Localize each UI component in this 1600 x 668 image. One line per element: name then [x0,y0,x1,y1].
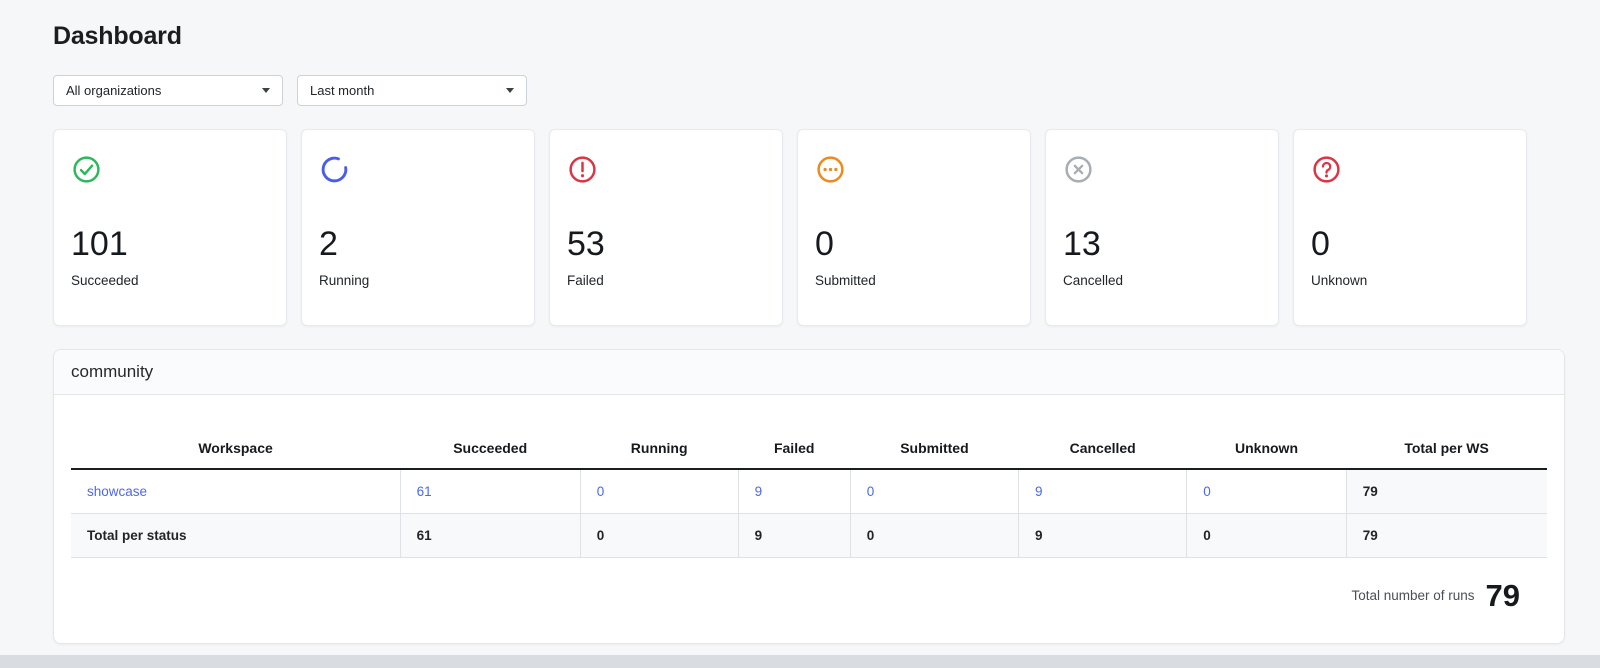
card-unknown: 0 Unknown [1293,129,1527,326]
workspace-link[interactable]: showcase [87,484,148,499]
dashboard-page: Dashboard All organizations Last month 1… [53,22,1565,644]
cancelled-count-link[interactable]: 9 [1035,484,1043,499]
total-row-failed: 9 [737,513,851,558]
period-select-value: Last month [310,83,375,98]
community-panel: community Workspace Succeeded Running Fa… [53,349,1565,644]
chevron-down-icon [506,88,514,93]
spinner-icon [319,154,517,185]
col-header-submitted: Submitted [850,431,1019,470]
card-value: 0 [815,225,834,263]
card-running: 2 Running [301,129,535,326]
table-row: showcase 61 0 9 0 9 0 79 [71,469,1547,514]
workspace-runs-table: Workspace Succeeded Running Failed Submi… [71,431,1547,558]
card-label: Running [319,273,370,289]
total-row-label: Total per status [71,513,401,558]
status-cards: 101 Succeeded 2 Running 53 Failed [53,129,1565,326]
total-runs-summary: Total number of runs 79 [71,580,1520,643]
card-label: Cancelled [1063,273,1124,289]
filters-bar: All organizations Last month [53,75,1565,106]
question-circle-icon [1311,154,1509,185]
col-header-unknown: Unknown [1186,431,1347,470]
chevron-down-icon [262,88,270,93]
card-submitted: 0 Submitted [797,129,1031,326]
total-per-status-row: Total per status 61 0 9 0 9 0 79 [71,513,1547,558]
col-header-workspace: Workspace [71,431,401,470]
organization-select[interactable]: All organizations [53,75,283,106]
failed-count-link[interactable]: 9 [754,484,763,499]
page-title: Dashboard [53,22,182,50]
total-row-cancelled: 9 [1018,513,1187,558]
col-header-cancelled: Cancelled [1018,431,1187,470]
col-header-running: Running [580,431,739,470]
card-value: 0 [1311,225,1330,263]
col-header-total-per-ws: Total per WS [1346,431,1547,470]
community-panel-body: Workspace Succeeded Running Failed Submi… [54,395,1564,643]
total-row-succeeded: 61 [399,513,581,558]
table-header-row: Workspace Succeeded Running Failed Submi… [71,431,1547,470]
card-value: 53 [567,225,605,263]
total-row-running: 0 [579,513,739,558]
period-select[interactable]: Last month [297,75,527,106]
total-per-ws-value: 79 [1345,469,1547,514]
card-cancelled: 13 Cancelled [1045,129,1279,326]
bottom-scrollbar-track [0,655,1600,668]
col-header-succeeded: Succeeded [400,431,581,470]
unknown-count-link[interactable]: 0 [1203,484,1211,499]
ellipsis-circle-icon [815,154,1013,185]
total-runs-label: Total number of runs [1351,588,1475,603]
community-panel-title: community [54,350,1564,395]
submitted-count-link[interactable]: 0 [866,484,875,499]
organization-select-value: All organizations [66,83,162,98]
exclamation-circle-icon [567,154,765,185]
col-header-failed: Failed [738,431,851,470]
total-row-unknown: 0 [1186,513,1347,558]
card-value: 13 [1063,225,1101,263]
x-circle-icon [1063,154,1261,185]
card-value: 2 [319,225,338,263]
card-label: Succeeded [71,273,139,289]
card-value: 101 [71,225,128,263]
card-label: Failed [567,273,604,289]
total-runs-value: 79 [1485,578,1520,613]
card-failed: 53 Failed [549,129,783,326]
total-row-total: 79 [1345,513,1547,558]
check-circle-icon [71,154,269,185]
succeeded-count-link[interactable]: 61 [416,484,432,499]
total-row-submitted: 0 [849,513,1019,558]
running-count-link[interactable]: 0 [596,484,605,499]
card-succeeded: 101 Succeeded [53,129,287,326]
card-label: Unknown [1311,273,1368,289]
card-label: Submitted [815,273,876,289]
